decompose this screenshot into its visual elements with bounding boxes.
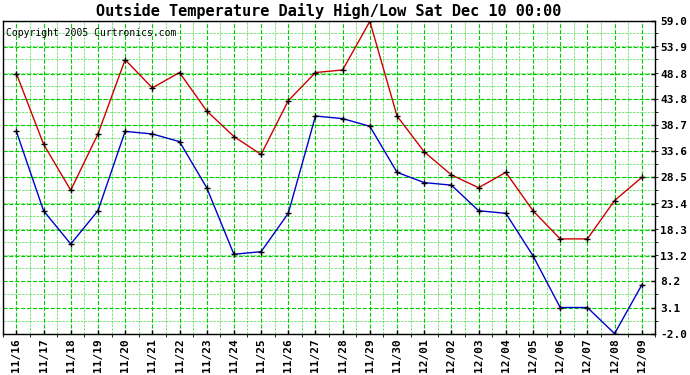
Text: Copyright 2005 Curtronics.com: Copyright 2005 Curtronics.com — [6, 28, 177, 38]
Title: Outside Temperature Daily High/Low Sat Dec 10 00:00: Outside Temperature Daily High/Low Sat D… — [97, 3, 562, 19]
